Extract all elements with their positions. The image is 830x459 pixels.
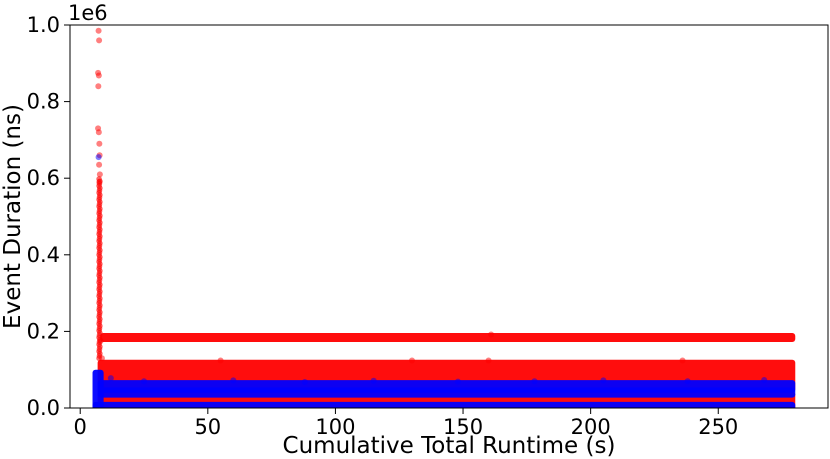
axes-frame: [69, 24, 829, 409]
x-tick-label: 200: [571, 415, 611, 439]
series-1-outlier-6: [531, 378, 538, 385]
series-1-outlier-4: [370, 377, 377, 384]
series-0-outlier-3: [217, 357, 224, 364]
y-axis-offset-label: 1e6: [68, 1, 108, 25]
series-1-point-0: [95, 154, 102, 161]
y-tick-label: 0.2: [27, 319, 60, 343]
series-0-outlier-6: [679, 357, 686, 364]
x-axis-ticks: 0 50 100 150 200 250: [74, 408, 738, 439]
plot-area: [92, 27, 796, 408]
y-axis-ticks: 0.0 0.2 0.4 0.6 0.8 1.0: [27, 13, 70, 420]
y-axis-label: Event Duration (ns): [0, 104, 26, 329]
x-tick-label: 250: [698, 415, 738, 439]
series-0-outlier-4: [408, 357, 415, 364]
series-0-point-3: [95, 72, 102, 79]
series-0-spike-cluster: [96, 176, 103, 362]
x-tick-label: 50: [194, 415, 221, 439]
series-0-point-1: [96, 37, 103, 44]
y-tick-label: 0.0: [27, 396, 60, 420]
y-tick-label: 0.4: [27, 243, 60, 267]
series-0-point-6: [95, 129, 102, 136]
y-tick-label: 1.0: [27, 13, 60, 37]
series-1-outlier-3: [301, 378, 308, 385]
series-0-outlier-2: [488, 331, 495, 338]
series-0-point-4: [95, 83, 102, 90]
x-tick-label: 150: [443, 415, 483, 439]
x-tick-label: 100: [315, 415, 355, 439]
series-0-point-7: [96, 140, 103, 147]
series-0-spike-point: [96, 176, 102, 182]
series-0-point-9: [96, 161, 103, 168]
series-1-band-0: [92, 401, 796, 408]
series-1-outlier-2: [230, 377, 237, 384]
series-1-band-3: [92, 369, 104, 408]
series-1-outlier-1: [141, 378, 148, 385]
series-0-band-0: [100, 332, 796, 343]
y-tick-label: 0.8: [27, 90, 60, 114]
series-1: [92, 154, 796, 408]
y-tick-label: 0.6: [27, 166, 60, 190]
series-0-point-0: [95, 27, 102, 34]
series-1-outlier-8: [684, 378, 691, 385]
series-0: [95, 27, 796, 408]
series-0-outlier-5: [485, 357, 492, 364]
series-1-outlier-0: [107, 375, 114, 382]
x-tick-label: 0: [74, 415, 87, 439]
series-1-outlier-9: [761, 377, 768, 384]
series-0-point-10: [96, 171, 103, 178]
series-1-band-2: [97, 380, 796, 393]
series-1-outlier-7: [600, 377, 607, 384]
series-1-outlier-5: [454, 378, 461, 385]
x-axis-label: Cumulative Total Runtime (s): [283, 433, 616, 459]
